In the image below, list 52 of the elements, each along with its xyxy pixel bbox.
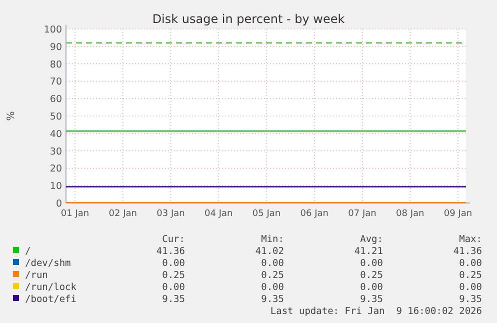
y-tick-label: 70 [50,76,62,88]
text: Last update: Fri Jan 9 16:00:02 2026 [270,306,482,317]
text: 41.02 [255,246,284,257]
text: 0.25 [162,270,185,281]
y-tick-label: 30 [50,146,62,158]
legend-label: /run/lock [25,282,77,293]
legend-label: / [25,246,31,257]
text: 0.00 [162,258,186,269]
y-tick-label: 40 [50,128,62,140]
y-tick-label: 20 [50,164,62,175]
text: 41.36 [156,246,186,257]
chart-title: Disk usage in percent - by week [152,12,345,26]
text: 0.00 [360,282,384,293]
text: 0.00 [162,282,186,293]
text: Min: [261,234,284,245]
x-tick-label: 03 Jan [156,209,185,219]
legend-label: /dev/shm [25,258,72,269]
text: Cur: [162,234,185,245]
text: 0.25 [261,270,284,281]
x-tick-label: 09 Jan [444,209,472,219]
y-tick-label: 90 [50,42,62,53]
legend-label: /boot/efi [25,294,77,305]
text: 0.25 [459,270,482,281]
text: 0.00 [360,258,384,269]
text: Avg: [360,234,383,245]
x-tick-label: 04 Jan [204,209,233,219]
text: 0.25 [360,270,383,281]
text: 9.35 [360,294,383,305]
y-tick-label: 50 [50,112,62,122]
text: Max: [459,234,482,245]
x-tick-label: 01 Jan [60,209,90,219]
y-tick-label: 80 [50,59,62,70]
y-tick-label: 60 [50,94,62,106]
y-axis-title: % [6,111,17,121]
x-tick-label: 07 Jan [348,209,376,219]
text: 0.00 [459,282,482,293]
text: 41.36 [453,246,482,257]
x-tick-label: 06 Jan [300,209,328,219]
text: 41.21 [354,246,384,257]
x-tick-label: 05 Jan [252,209,281,219]
text: 0.00 [261,282,284,293]
legend-label: /run [25,270,48,281]
x-tick-label: 08 Jan [396,209,424,219]
text: 0.00 [459,258,482,269]
y-tick-label: 0 [56,198,62,210]
y-tick-label: 10 [50,181,62,192]
text: 9.35 [459,294,482,305]
x-tick-label: 02 Jan [108,209,137,219]
text: 0.00 [261,258,284,269]
y-tick-label: 100 [44,24,62,36]
text: 9.35 [261,294,284,305]
text: 9.35 [162,294,185,305]
